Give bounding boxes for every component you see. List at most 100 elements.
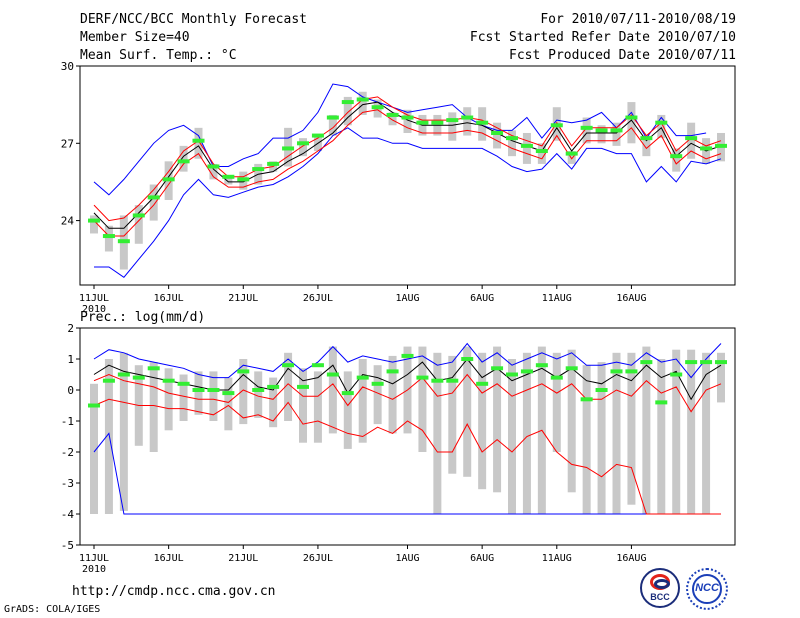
ensemble-box — [313, 371, 322, 443]
median-mark — [640, 136, 653, 141]
temperature-chart: 24 27 30 11JUL 16JUL 21JUL 26JUL 1AUG 6AUG 11AUG 1… — [61, 60, 736, 315]
ensemble-box — [343, 96, 352, 126]
median-mark — [282, 363, 295, 368]
median-mark — [461, 357, 474, 361]
y-tick-label: 27 — [61, 137, 74, 150]
median-mark — [341, 391, 354, 396]
x-tick-label: 21JUL — [228, 553, 258, 564]
median-mark — [685, 136, 698, 141]
x-tick-label: 6AUG — [470, 553, 494, 564]
upper-line — [93, 373, 722, 413]
median-mark — [102, 378, 115, 383]
y-tick-label: -4 — [61, 508, 75, 521]
median-mark — [237, 369, 250, 374]
ensemble-box — [284, 352, 293, 421]
median-mark — [386, 112, 399, 117]
ensemble-box — [418, 346, 427, 452]
median-mark — [476, 381, 489, 386]
median-mark — [207, 164, 220, 169]
x-tick-label: 6AUG — [470, 293, 494, 304]
ensemble-box — [299, 138, 307, 157]
y-tick-label: 2 — [67, 322, 74, 335]
bcc-logo-text: BCC — [650, 592, 670, 602]
ensemble-box — [687, 122, 696, 159]
median-mark — [132, 375, 145, 380]
ensemble-box — [254, 371, 263, 418]
prec-title: Prec.: log(mm/d) — [80, 310, 206, 325]
median-mark — [565, 151, 578, 156]
x-year-label: 2010 — [82, 304, 106, 315]
median-mark — [356, 375, 369, 380]
y-tick-label: 30 — [61, 60, 74, 73]
x-tick-label: 11AUG — [542, 293, 572, 304]
median-mark — [461, 115, 474, 120]
median-mark — [610, 128, 623, 133]
ensemble-box — [134, 205, 143, 244]
median-mark — [222, 174, 235, 179]
median-mark — [297, 141, 309, 146]
median-mark — [506, 372, 518, 377]
ensemble-box — [433, 352, 442, 514]
median-mark — [625, 115, 638, 120]
median-mark — [326, 115, 339, 120]
ensemble-box — [299, 368, 307, 443]
ensemble-box — [358, 91, 367, 115]
ensemble-box — [224, 377, 233, 431]
median-mark — [311, 133, 324, 138]
ensemble-box — [478, 352, 487, 490]
y-tick-label: -2 — [61, 446, 74, 459]
ensemble-box — [567, 151, 576, 164]
min-line — [94, 127, 722, 278]
mean-line — [93, 101, 722, 229]
median-mark — [610, 369, 623, 374]
variable-label: Mean Surf. Temp.: °C — [80, 48, 237, 63]
ensemble-box — [179, 374, 188, 421]
median-mark — [416, 375, 429, 380]
median-mark — [520, 143, 533, 148]
ensemble-box — [717, 352, 725, 403]
median-mark — [491, 366, 504, 371]
ensemble-box — [463, 107, 472, 136]
ensemble-box — [104, 225, 113, 252]
median-mark — [640, 360, 653, 365]
median-mark — [252, 167, 265, 172]
bcc-logo: BCC — [640, 568, 680, 608]
ensemble-box — [119, 352, 128, 511]
median-mark — [192, 138, 205, 143]
median-mark — [446, 118, 459, 123]
ensemble-box — [179, 145, 188, 172]
median-mark — [431, 120, 444, 125]
median-mark — [222, 391, 235, 396]
median-mark — [580, 125, 593, 130]
ensemble-box — [373, 365, 382, 425]
median-mark — [700, 146, 713, 151]
ensemble-box — [463, 346, 472, 477]
y-tick-label: 0 — [67, 384, 74, 397]
ensemble-box — [597, 125, 606, 144]
median-mark — [88, 403, 100, 408]
ensemble-box — [224, 176, 233, 185]
x-tick-label: 1AUG — [395, 293, 419, 304]
ensemble-box — [597, 362, 606, 514]
median-mark — [207, 388, 220, 392]
ensemble-box — [657, 114, 666, 139]
median-mark — [267, 161, 280, 166]
max-line — [93, 342, 722, 379]
ensemble-box — [328, 346, 337, 434]
ensemble-box — [448, 112, 457, 141]
x-tick-label: 16AUG — [616, 553, 646, 564]
ensemble-box — [149, 184, 158, 221]
x-tick-label: 16AUG — [616, 293, 646, 304]
median-mark — [282, 146, 295, 151]
x-year-label: 2010 — [82, 564, 106, 575]
median-mark — [535, 363, 548, 368]
median-mark — [88, 218, 100, 223]
x-tick-label: 11JUL — [79, 553, 109, 564]
median-mark — [326, 372, 339, 377]
x-tick-label: 26JUL — [303, 553, 333, 564]
y-tick-label: -1 — [61, 415, 74, 428]
median-mark — [595, 388, 608, 392]
ensemble-box — [582, 117, 591, 144]
median-mark — [192, 388, 205, 392]
median-mark — [416, 120, 429, 125]
